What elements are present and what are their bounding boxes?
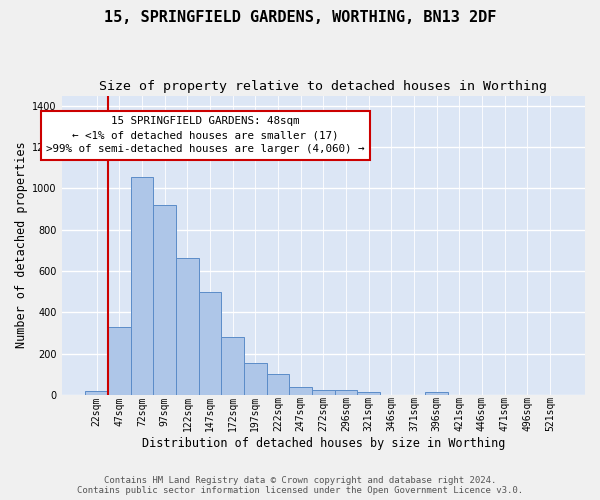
Bar [289, 387, 312, 395]
Bar [244, 363, 266, 395]
Bar [108, 326, 131, 395]
Bar [266, 374, 289, 395]
Bar [358, 392, 380, 395]
Title: Size of property relative to detached houses in Worthing: Size of property relative to detached ho… [100, 80, 547, 93]
Y-axis label: Number of detached properties: Number of detached properties [15, 142, 28, 348]
Text: 15, SPRINGFIELD GARDENS, WORTHING, BN13 2DF: 15, SPRINGFIELD GARDENS, WORTHING, BN13 … [104, 10, 496, 25]
Text: 15 SPRINGFIELD GARDENS: 48sqm
← <1% of detached houses are smaller (17)
>99% of : 15 SPRINGFIELD GARDENS: 48sqm ← <1% of d… [46, 116, 365, 154]
Bar [312, 390, 335, 395]
Bar [335, 390, 358, 395]
Text: Contains HM Land Registry data © Crown copyright and database right 2024.
Contai: Contains HM Land Registry data © Crown c… [77, 476, 523, 495]
X-axis label: Distribution of detached houses by size in Worthing: Distribution of detached houses by size … [142, 437, 505, 450]
Bar [85, 392, 108, 395]
Bar [221, 337, 244, 395]
Bar [199, 292, 221, 395]
Bar [131, 177, 154, 395]
Bar [176, 258, 199, 395]
Bar [154, 205, 176, 395]
Bar [425, 392, 448, 395]
